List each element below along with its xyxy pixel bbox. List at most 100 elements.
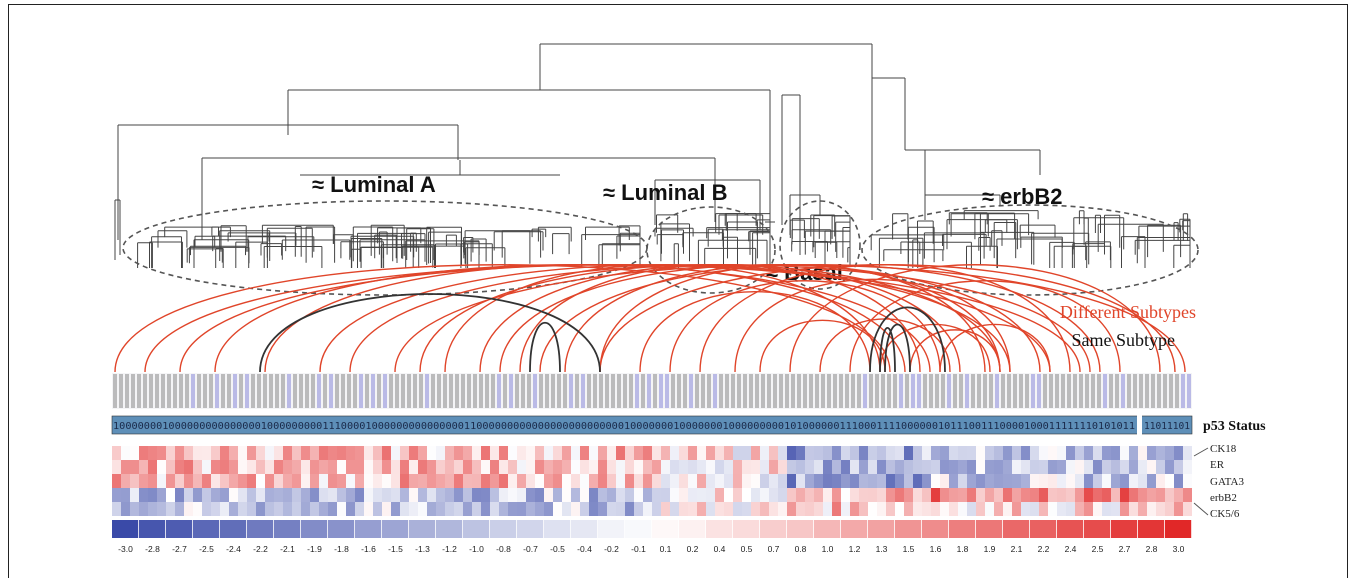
- color-scale-swatch: [679, 520, 706, 538]
- color-scale-tick: -1.3: [415, 544, 430, 554]
- heatmap-cell: [1129, 474, 1138, 488]
- color-scale-tick: 1.3: [876, 544, 888, 554]
- sample-label-tick: [977, 374, 981, 408]
- dendrogram-branch: [352, 226, 394, 262]
- sample-label-tick: [323, 374, 327, 408]
- dendrogram-branch: [1073, 217, 1125, 250]
- heatmap-cell: [184, 474, 193, 488]
- dendrogram-branch: [263, 246, 323, 268]
- heatmap-cell: [931, 474, 940, 488]
- heatmap-cell: [562, 488, 571, 502]
- sample-label-tick: [125, 374, 129, 408]
- heatmap-cell: [697, 460, 706, 474]
- sample-label-tick: [773, 374, 777, 408]
- heatmap-cell: [517, 488, 526, 502]
- heatmap-cell: [922, 460, 931, 474]
- heatmap-cell: [1021, 502, 1030, 516]
- dendrogram-branch: [1019, 224, 1056, 238]
- heatmap-cell: [175, 460, 184, 474]
- heatmap-cell: [715, 502, 724, 516]
- heatmap-cell: [625, 502, 634, 516]
- heatmap-cell: [1120, 474, 1129, 488]
- dendrogram-branch: [470, 238, 487, 262]
- heatmap-cell: [1111, 460, 1120, 474]
- heatmap-cell: [571, 446, 580, 460]
- sample-label-tick: [827, 374, 831, 408]
- heatmap-cell: [859, 446, 868, 460]
- heatmap-cell: [1138, 502, 1147, 516]
- heatmap-cell: [220, 460, 229, 474]
- sample-label-tick: [1049, 374, 1053, 408]
- heatmap-cell: [220, 502, 229, 516]
- heatmap-cell: [238, 502, 247, 516]
- gene-label-erbb2: erbB2: [1210, 492, 1237, 504]
- dendrogram-branch: [1104, 214, 1121, 248]
- sample-label-tick: [449, 374, 453, 408]
- heatmap-cell: [418, 502, 427, 516]
- heatmap-cell: [544, 446, 553, 460]
- sample-label-tick: [629, 374, 633, 408]
- sample-label-tick: [467, 374, 471, 408]
- sample-label-tick: [419, 374, 423, 408]
- heatmap-cell: [868, 474, 877, 488]
- sample-label-tick: [1187, 374, 1191, 408]
- heatmap-cell: [220, 446, 229, 460]
- heatmap-cell: [724, 488, 733, 502]
- heatmap-cell: [490, 502, 499, 516]
- heatmap-cell: [841, 488, 850, 502]
- sample-label-tick: [1145, 374, 1149, 408]
- heatmap-cell: [679, 446, 688, 460]
- heatmap-cell: [535, 474, 544, 488]
- heatmap-cell: [247, 474, 256, 488]
- heatmap-cell: [553, 446, 562, 460]
- luminal-a-label: ≈ Luminal A: [312, 172, 436, 197]
- cluster-outlines: [122, 200, 1199, 296]
- color-scale-swatch: [1165, 520, 1192, 538]
- heatmap-cell: [805, 488, 814, 502]
- heatmap-cell: [697, 446, 706, 460]
- heatmap-cell: [1030, 474, 1039, 488]
- heatmap-cell: [949, 502, 958, 516]
- heatmap-cell: [364, 488, 373, 502]
- dendrogram-branch: [137, 242, 153, 268]
- heatmap-cell: [841, 446, 850, 460]
- heatmap-cell: [454, 502, 463, 516]
- heatmap-cell: [436, 446, 445, 460]
- heatmap-cell: [1012, 474, 1021, 488]
- heatmap-cell: [463, 474, 472, 488]
- heatmap-cell: [1084, 460, 1093, 474]
- sample-label-tick: [137, 374, 141, 408]
- gene-leader-top: [1193, 447, 1209, 457]
- heatmap-cell: [922, 474, 931, 488]
- sample-label-tick: [179, 374, 183, 408]
- heatmap-cell: [859, 474, 868, 488]
- heatmap-cell: [886, 460, 895, 474]
- heatmap-cell: [877, 446, 886, 460]
- dendrogram-branch: [287, 89, 771, 222]
- dendrogram-branch: [539, 43, 873, 90]
- sample-label-tick: [1043, 374, 1047, 408]
- sample-label-tick: [917, 374, 921, 408]
- sample-label-tick: [407, 374, 411, 408]
- heatmap-cell: [454, 460, 463, 474]
- heatmap-cell: [409, 474, 418, 488]
- heatmap-cell: [535, 446, 544, 460]
- sample-label-tick: [473, 374, 477, 408]
- sample-label-tick: [1181, 374, 1185, 408]
- heatmap-cell: [445, 460, 454, 474]
- heatmap-cell: [184, 460, 193, 474]
- sample-label-tick: [509, 374, 513, 408]
- heatmap-cell: [193, 488, 202, 502]
- color-scale-swatch: [1084, 520, 1111, 538]
- arc-different-subtypes: [599, 264, 1176, 373]
- p53-sequence: 1000000010000000000000001000000000111000…: [113, 421, 1135, 432]
- sample-label-tick: [659, 374, 663, 408]
- heatmap-cell: [463, 488, 472, 502]
- heatmap-cell: [1057, 446, 1066, 460]
- heatmap-cell: [436, 474, 445, 488]
- heatmap-cell: [139, 460, 148, 474]
- sample-label-tick: [713, 374, 717, 408]
- heatmap-cell: [823, 502, 832, 516]
- heatmap-cell: [760, 474, 769, 488]
- sample-label-tick: [461, 374, 465, 408]
